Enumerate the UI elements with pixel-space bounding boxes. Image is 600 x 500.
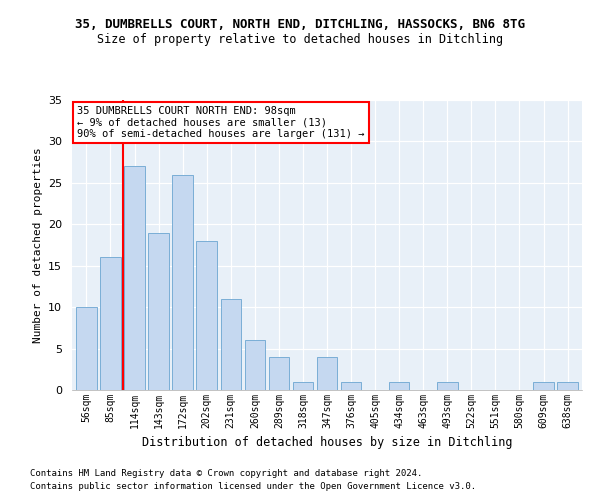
Bar xyxy=(245,340,265,390)
Bar xyxy=(341,382,361,390)
Text: Size of property relative to detached houses in Ditchling: Size of property relative to detached ho… xyxy=(97,32,503,46)
Text: Contains public sector information licensed under the Open Government Licence v3: Contains public sector information licen… xyxy=(30,482,476,491)
Y-axis label: Number of detached properties: Number of detached properties xyxy=(32,147,43,343)
X-axis label: Distribution of detached houses by size in Ditchling: Distribution of detached houses by size … xyxy=(142,436,512,450)
Text: 35, DUMBRELLS COURT, NORTH END, DITCHLING, HASSOCKS, BN6 8TG: 35, DUMBRELLS COURT, NORTH END, DITCHLIN… xyxy=(75,18,525,30)
Bar xyxy=(293,382,313,390)
Bar xyxy=(124,166,145,390)
Bar xyxy=(221,299,241,390)
Bar xyxy=(269,357,289,390)
Text: Contains HM Land Registry data © Crown copyright and database right 2024.: Contains HM Land Registry data © Crown c… xyxy=(30,468,422,477)
Text: 35 DUMBRELLS COURT NORTH END: 98sqm
← 9% of detached houses are smaller (13)
90%: 35 DUMBRELLS COURT NORTH END: 98sqm ← 9%… xyxy=(77,106,365,139)
Bar xyxy=(437,382,458,390)
Bar xyxy=(196,241,217,390)
Bar xyxy=(389,382,409,390)
Bar xyxy=(76,307,97,390)
Bar xyxy=(533,382,554,390)
Bar xyxy=(317,357,337,390)
Bar xyxy=(557,382,578,390)
Bar xyxy=(100,258,121,390)
Bar xyxy=(172,174,193,390)
Bar xyxy=(148,232,169,390)
